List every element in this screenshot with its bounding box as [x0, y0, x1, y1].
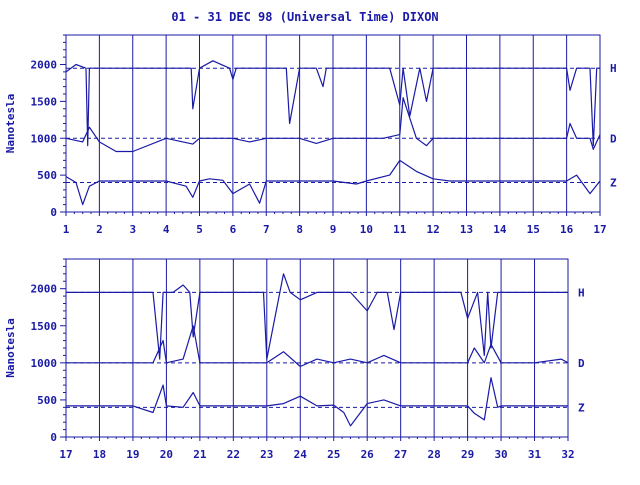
x-tick-label: 4 — [163, 223, 170, 236]
series-z-trace — [65, 159, 601, 206]
series-d-trace — [66, 325, 569, 368]
x-tick-label: 31 — [528, 448, 542, 461]
x-tick-label: 29 — [461, 448, 474, 461]
x-tick-label: 17 — [59, 448, 72, 461]
x-tick-label: 2 — [96, 223, 103, 236]
x-tick-label: 24 — [294, 448, 308, 461]
series-label-h: H — [578, 286, 585, 299]
x-tick-label: 11 — [393, 223, 407, 236]
y-tick-label: 2000 — [31, 59, 58, 72]
x-tick-label: 20 — [160, 448, 173, 461]
series-d-trace — [65, 97, 601, 153]
x-tick-label: 3 — [129, 223, 136, 236]
x-tick-label: 18 — [93, 448, 106, 461]
x-tick-label: 8 — [296, 223, 303, 236]
x-tick-label: 7 — [263, 223, 270, 236]
x-tick-label: 9 — [330, 223, 337, 236]
x-tick-label: 21 — [193, 448, 207, 461]
x-tick-label: 12 — [427, 223, 440, 236]
y-tick-label: 1500 — [31, 320, 58, 333]
series-label-d: D — [578, 357, 585, 370]
y-tick-label: 0 — [50, 431, 57, 444]
series-z-trace — [66, 377, 568, 427]
x-tick-label: 1 — [63, 223, 70, 236]
series-h-trace — [65, 60, 600, 147]
y-tick-label: 1500 — [31, 95, 58, 108]
chart-panel-1: 1 2 3 4 5 6 7 8 9 10 11 12 13 14 15 16 17050010001500200… — [4, 34, 617, 236]
series-label-z: Z — [610, 177, 617, 190]
y-tick-label: 500 — [37, 394, 57, 407]
x-tick-label: 26 — [361, 448, 375, 461]
y-tick-label: 500 — [37, 169, 57, 182]
y-axis-label: Nanotesla — [4, 318, 17, 378]
page-title: 01 - 31 DEC 98 (Universal Time) DIXON — [171, 10, 438, 24]
x-tick-label: 30 — [494, 448, 507, 461]
x-tick-label: 6 — [230, 223, 237, 236]
series-label-z: Z — [578, 401, 585, 414]
x-tick-label: 27 — [394, 448, 407, 461]
x-tick-label: 19 — [126, 448, 139, 461]
x-tick-label: 13 — [460, 223, 473, 236]
x-tick-label: 22 — [227, 448, 240, 461]
x-tick-label: 17 — [593, 223, 606, 236]
x-tick-label: 5 — [196, 223, 203, 236]
series-label-d: D — [610, 132, 617, 145]
y-tick-label: 1000 — [31, 132, 58, 145]
x-tick-label: 32 — [561, 448, 574, 461]
y-tick-label: 0 — [50, 206, 57, 219]
x-tick-label: 23 — [260, 448, 273, 461]
x-tick-label: 16 — [560, 223, 574, 236]
x-tick-label: 25 — [327, 448, 340, 461]
x-tick-label: 14 — [493, 223, 507, 236]
series-label-h: H — [610, 62, 617, 75]
chart-panel-2: 17 18 19 20 21 22 23 24 25 26 27 28 29 30 31 32 0 500 1000… — [4, 258, 585, 461]
x-tick-label: 28 — [428, 448, 441, 461]
x-tick-label: 10 — [360, 223, 373, 236]
y-tick-label: 1000 — [31, 357, 58, 370]
x-tick-label: 15 — [527, 223, 540, 236]
y-tick-label: 2000 — [31, 283, 58, 296]
series-h-trace — [66, 273, 568, 360]
y-axis-label: Nanotesla — [4, 94, 17, 154]
